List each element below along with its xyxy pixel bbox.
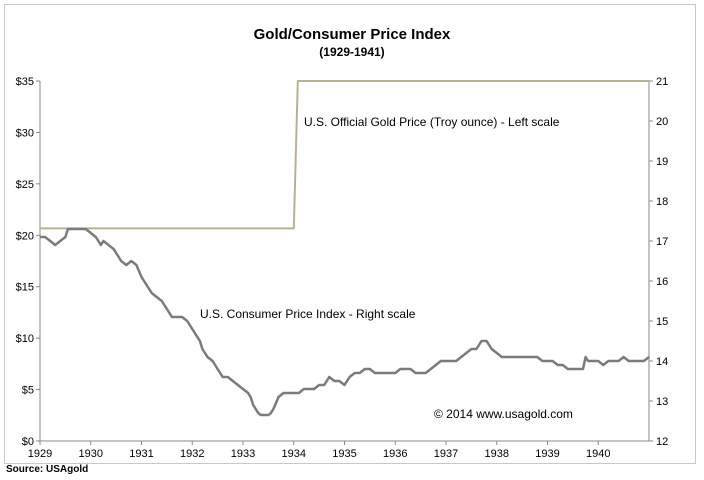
left-axis-tick-label: $10 [16, 333, 34, 345]
x-axis-tick-label: 1940 [586, 448, 610, 460]
right-axis-tick-label: 12 [656, 436, 668, 448]
x-axis-tick-label: 1939 [535, 448, 559, 460]
x-axis-tick-label: 1935 [332, 448, 356, 460]
left-axis-tick-label: $20 [16, 230, 34, 242]
chart-title: Gold/Consumer Price Index [253, 26, 451, 43]
gold-series-label: U.S. Official Gold Price (Troy ounce) - … [304, 115, 560, 129]
left-axis-tick-label: $5 [22, 385, 34, 397]
left-axis-tick-label: $15 [16, 282, 34, 294]
gold-price-line [40, 80, 649, 230]
x-axis-tick-label: 1930 [79, 448, 103, 460]
right-axis-tick-label: 21 [656, 76, 668, 88]
left-axis-tick-label: $35 [16, 76, 34, 88]
right-axis-tick-label: 14 [656, 356, 668, 368]
copyright-text: © 2014 www.usagold.com [434, 407, 573, 421]
right-axis-tick-label: 17 [656, 236, 668, 248]
right-axis-tick-label: 16 [656, 276, 668, 288]
chart-subtitle: (1929-1941) [319, 45, 385, 59]
x-axis-tick-label: 1931 [129, 448, 153, 460]
right-axis-tick-label: 20 [656, 116, 668, 128]
cpi-series-label: U.S. Consumer Price Index - Right scale [200, 307, 416, 321]
x-axis-tick-label: 1937 [434, 448, 458, 460]
x-axis-tick-label: 1934 [282, 448, 306, 460]
source-note: Source: USAgold [6, 464, 89, 475]
x-axis-tick-label: 1929 [28, 448, 52, 460]
cpi-line [40, 227, 650, 417]
chart-frame [4, 4, 696, 464]
x-axis-tick-label: 1932 [180, 448, 204, 460]
x-axis-tick-label: 1936 [383, 448, 407, 460]
right-axis-tick-label: 19 [656, 156, 668, 168]
right-axis-tick-label: 15 [656, 316, 668, 328]
left-axis-tick-label: $30 [16, 127, 34, 139]
x-axis-tick-label: 1938 [485, 448, 509, 460]
left-axis-tick-label: $25 [16, 179, 34, 191]
right-axis-tick-label: 13 [656, 396, 668, 408]
right-axis-tick-label: 18 [656, 196, 668, 208]
left-axis-tick-label: $0 [22, 436, 34, 448]
x-axis-tick-label: 1933 [231, 448, 255, 460]
